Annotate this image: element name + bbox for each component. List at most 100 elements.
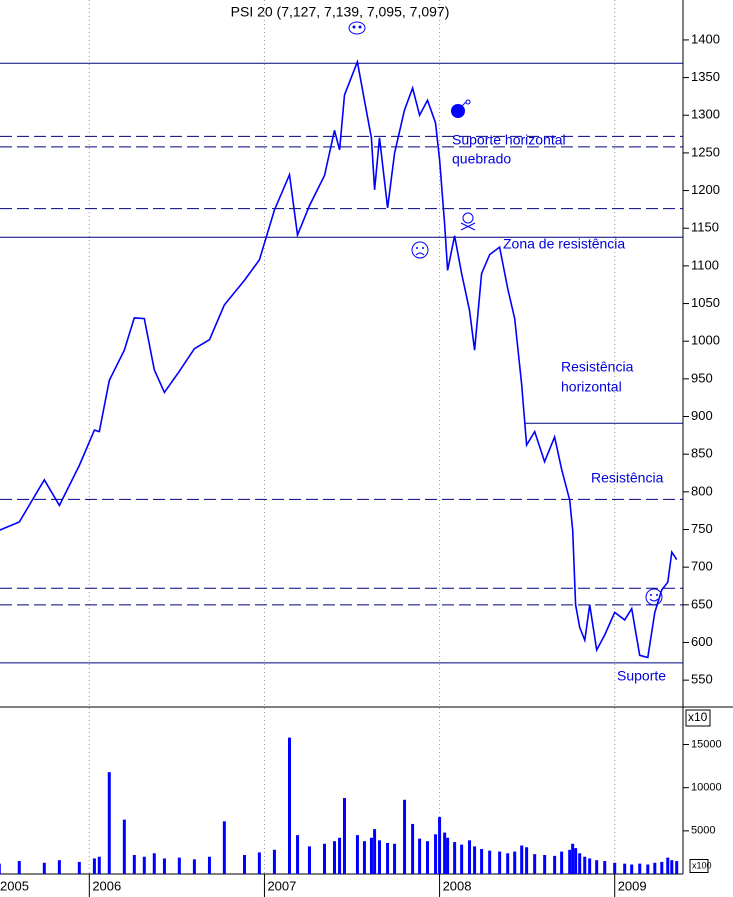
volume-bar — [560, 851, 564, 874]
bomb-icon — [451, 99, 471, 118]
annotation: horizontal — [561, 379, 622, 395]
volume-bar — [646, 864, 650, 874]
volume-bar — [373, 829, 377, 874]
volume-bar — [307, 846, 311, 874]
volume-bar — [355, 835, 359, 874]
y-tick-label: 1050 — [691, 295, 720, 310]
volume-bar — [162, 858, 166, 874]
volume-bar — [498, 851, 502, 874]
y-tick-label: 600 — [691, 634, 713, 649]
volume-bar — [571, 843, 575, 874]
y-tick-label: 15000 — [691, 738, 722, 750]
y-tick-label: 1250 — [691, 144, 720, 159]
volume-bar — [411, 823, 415, 874]
axis-multiplier: x100 — [692, 860, 712, 870]
axis-multiplier: x10 — [688, 710, 708, 724]
chart-title: PSI 20 (7,127, 7,139, 7,095, 7,097) — [231, 4, 450, 20]
x-tick-label: 2008 — [443, 878, 472, 893]
volume-bar — [533, 854, 537, 874]
x-tick-label: 2009 — [618, 878, 647, 893]
volume-bar — [418, 838, 422, 874]
volume-bar — [666, 857, 670, 874]
volume-bar — [257, 852, 261, 874]
volume-bar — [525, 847, 529, 874]
volume-bar — [425, 841, 429, 874]
annotation: quebrado — [452, 151, 511, 167]
volume-bar — [543, 855, 547, 874]
volume-bar — [513, 851, 517, 874]
y-tick-label: 10000 — [691, 782, 722, 794]
volume-bar — [480, 848, 484, 874]
volume-bar — [132, 855, 136, 874]
volume-bar — [583, 856, 587, 874]
frown-icon — [411, 241, 429, 259]
volume-bar — [468, 840, 472, 874]
volume-bar — [362, 841, 366, 874]
volume-bar — [660, 861, 664, 874]
y-tick-label: 5000 — [691, 825, 715, 837]
y-tick-label: 1150 — [691, 220, 719, 235]
annotation: Suporte horizontal — [452, 132, 566, 148]
volume-bar — [603, 861, 607, 874]
volume-bar — [403, 799, 407, 874]
y-tick-label: 1300 — [691, 107, 720, 122]
volume-bar — [17, 861, 21, 874]
y-tick-label: 1400 — [691, 31, 720, 46]
volume-bar — [574, 848, 578, 874]
volume-bar — [192, 859, 196, 874]
volume-bar — [446, 837, 450, 874]
multiplier-box — [689, 859, 709, 873]
volume-bar — [488, 850, 492, 874]
volume-bar — [287, 737, 291, 874]
volume-bar — [342, 798, 346, 874]
y-tick-label: 1200 — [691, 182, 720, 197]
volume-bar — [0, 863, 1, 874]
annotation: Resistência — [561, 359, 634, 375]
volume-bar — [670, 860, 674, 874]
volume-bar — [453, 842, 457, 874]
volume-bar — [520, 845, 524, 874]
volume-bar — [152, 853, 156, 874]
volume-bar — [122, 819, 126, 874]
volume-bar — [473, 846, 477, 874]
volume-bar — [57, 860, 61, 874]
icons — [348, 21, 663, 606]
volume-bar — [393, 843, 397, 874]
volume-bar — [323, 843, 327, 874]
volume-bar — [434, 834, 438, 874]
volume-bar — [553, 855, 557, 874]
volume-bar — [595, 860, 599, 874]
volume-bar — [142, 856, 146, 874]
volume-bar — [77, 861, 81, 874]
y-tick-label: 1000 — [691, 333, 720, 348]
annotation: Suporte — [617, 668, 666, 684]
volume-bar — [92, 858, 96, 874]
volume-bar — [460, 844, 464, 874]
smile-icon — [645, 588, 663, 606]
volume-bar — [296, 835, 300, 874]
volume-bar — [207, 856, 211, 874]
y-tick-label: 950 — [691, 370, 713, 385]
skull-icon — [348, 21, 366, 35]
volume-bar — [613, 862, 617, 874]
volume-bar — [653, 862, 657, 874]
volume-bar — [386, 842, 390, 874]
volume-bar — [623, 863, 627, 874]
volume-bar — [42, 862, 46, 874]
volume-bar — [338, 837, 342, 874]
volume-bar — [378, 840, 382, 874]
volume-bar — [107, 772, 111, 874]
annotation: Zona de resistência — [503, 236, 625, 252]
y-tick-label: 650 — [691, 596, 713, 611]
volume-bar — [272, 849, 276, 874]
volume-bar — [242, 855, 246, 874]
y-tick-label: 900 — [691, 408, 713, 423]
volume-bar — [443, 832, 447, 874]
x-tick-label: 2005 — [0, 878, 29, 893]
volume-bar — [568, 849, 572, 874]
price-line — [0, 58, 678, 659]
volume-bar — [97, 856, 101, 874]
y-tick-label: 850 — [691, 446, 713, 461]
